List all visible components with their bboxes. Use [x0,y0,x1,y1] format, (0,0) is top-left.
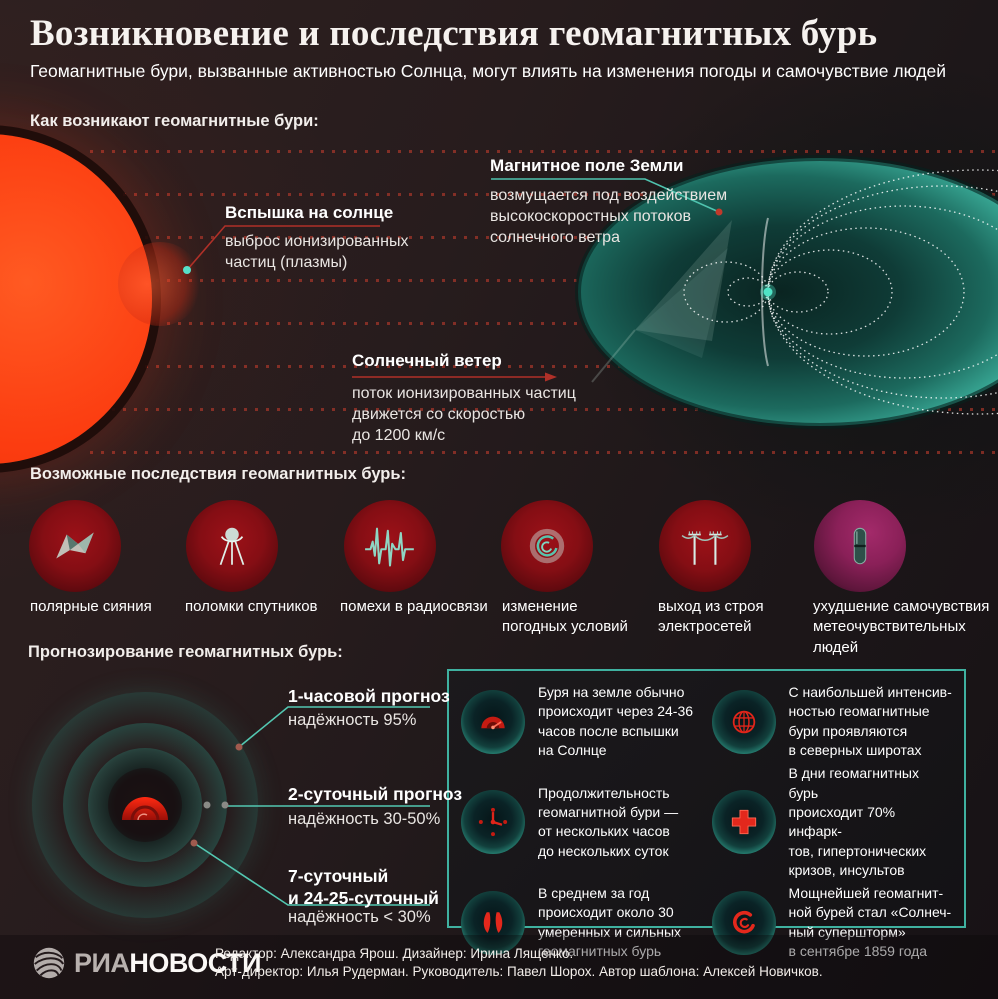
fact-text: В дни геомагнитных бурь происходит 70% и… [788,765,927,878]
fact-item: В среднем за год происходит около 30 уме… [461,884,702,961]
flare-callout-dot [183,266,191,274]
logo-ria-text: РИА [74,947,130,978]
forecast-label-2d-reliability: надёжность 30-50% [288,810,441,828]
wind-callout-title: Солнечный ветер [352,351,502,370]
consequence-caption: помехи в радиосвязи [340,598,488,615]
credits: Редактор: Александра Ярош. Дизайнер: Ири… [215,945,823,981]
field-callout-dot [715,208,723,216]
wind-callout-desc: поток ионизированных частиц движется со … [352,385,576,445]
power-grid-icon [659,500,751,592]
forecast-label-1h-reliability: надёжность 95% [288,711,417,729]
medical-cross-icon [711,790,776,855]
page-title: Возникновение и последствия геомагнитных… [30,13,878,54]
solar-wind-dotted-line [90,322,998,325]
flare-callout: Вспышка на солнце [225,203,393,223]
consequence-caption: полярные сияния [30,598,152,615]
forecast-label-7d-title: 7-суточный и 24-25-суточный [288,866,439,908]
consequence-caption: поломки спутников [185,598,318,615]
fact-item: Буря на земле обычно происходит через 24… [461,683,702,760]
logo-novosti-text: НОВОСТИ [129,947,261,978]
wind-arrow-head [545,372,557,382]
forecast-label-7d-reliability: надёжность < 30% [288,908,431,926]
fact-item: Продолжительность геомагнитной бури — от… [461,764,702,880]
ria-novosti-logo: РИАНОВОСТИ [30,944,261,982]
fact-item: С наибольшей интенсив- ностью геомагнитн… [711,683,953,760]
field-callout-title: Магнитное поле Земли [490,156,684,175]
solar-wind-dotted-line [90,193,998,196]
forecast-callout-lines [190,706,430,906]
fact-text: Буря на земле обычно происходит через 24… [538,684,694,758]
field-callout-desc: возмущается под воздействием высокоскоро… [490,187,728,247]
storm-spiral-icon [711,890,776,955]
aurora-curtains-icon [461,890,525,955]
fact-text: Мощнейшей геомагнит- ной бурей стал «Сол… [788,885,952,960]
credits-line-1: Редактор: Александра Ярош. Дизайнер: Ири… [215,946,574,961]
solar-wind-dotted-line [90,150,998,153]
weather-change-icon [501,500,593,592]
section-consequences-heading: Возможные последствия геомагнитных бурь: [30,465,406,483]
field-callout: Магнитное поле Земли [490,156,683,176]
fact-text: В среднем за год происходит около 30 уме… [538,885,682,960]
formation-callout-lines [183,178,723,382]
fact-item: В дни геомагнитных бурь происходит 70% и… [711,764,953,880]
satellite-icon [186,500,278,592]
solar-flare-bubble [118,242,202,326]
consequence-caption: изменение погодных условий [502,598,628,636]
fact-text: Продолжительность геомагнитной бури — от… [538,784,679,859]
radio-interference-icon [344,500,436,592]
consequence-caption: выход из строя электросетей [658,598,764,636]
solar-wind-dotted-line [90,451,998,454]
footer: РИАНОВОСТИ Редактор: Александра Ярош. Ди… [0,935,998,999]
section-forecast-heading: Прогнозирование геомагнитных бурь: [28,643,343,661]
flare-callout-desc: выброс ионизированных частиц (плазмы) [225,233,409,272]
fact-text: С наибольшей интенсив- ностью геомагнитн… [788,684,952,758]
credits-line-2: Арт-директор: Илья Рудерман. Руководител… [215,964,823,980]
magnetosphere-illustration [575,155,998,429]
forecast-label-1h-title: 1-часовой прогноз [288,686,450,706]
section-formation-heading: Как возникают геомагнитные бури: [30,112,319,130]
globe-icon [711,689,776,754]
forecast-facts-panel: Буря на земле обычно происходит через 24… [447,669,966,959]
wind-callout: Солнечный ветер [352,351,502,371]
solar-wind-dotted-line [90,236,998,239]
storm-dome-icon [122,797,168,821]
flare-callout-title: Вспышка на солнце [225,203,394,222]
page-subtitle: Геомагнитные бури, вызванные активностью… [30,61,947,81]
gauge-icon [461,689,525,754]
fact-item: Мощнейшей геомагнит- ной бурей стал «Сол… [711,884,953,961]
forecast-label-2d-title: 2-суточный прогноз [288,784,463,804]
aurora-icon [29,500,121,592]
bow-shock-cone [635,220,732,341]
clock-icon [461,790,525,855]
pill-icon [814,500,906,592]
solar-wind-dotted-line [90,408,998,411]
consequence-caption: ухудшение самочувствия метеочувствительн… [813,598,990,656]
solar-wind-dotted-line [90,279,998,282]
earth-dot [763,287,773,297]
ria-globe-icon [33,947,65,979]
solar-wind-dotted-line [90,365,998,368]
